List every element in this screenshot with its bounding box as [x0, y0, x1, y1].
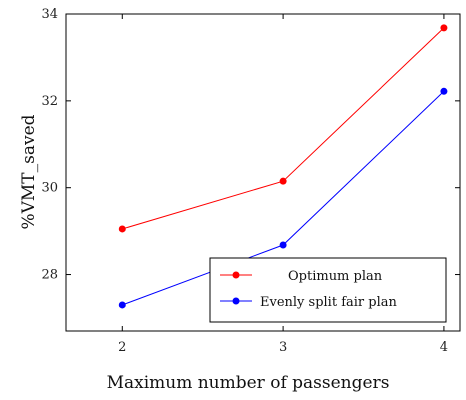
series-group: [118, 24, 448, 309]
plot-frame: [65, 13, 461, 332]
data-point: [279, 241, 287, 249]
x-tick-label: 3: [279, 340, 287, 355]
data-point: [440, 24, 448, 32]
y-tick-label: 32: [41, 94, 58, 109]
data-point: [118, 301, 126, 309]
x-tick-label: 2: [118, 340, 126, 355]
legend-marker-fair: [232, 297, 240, 305]
x-axis-label: Maximum number of passengers: [107, 373, 390, 393]
legend-label-optimum: Optimum plan: [288, 269, 383, 284]
legend: Optimum plan Evenly split fair plan: [209, 257, 447, 323]
data-point: [118, 225, 126, 233]
legend-box: [209, 257, 447, 323]
x-tick-label: 4: [440, 340, 448, 355]
data-point: [279, 177, 287, 185]
y-axis-label: %VMT_saved: [19, 114, 39, 229]
y-tick-label: 34: [41, 7, 58, 22]
y-tick-label: 30: [41, 181, 58, 196]
data-point: [440, 87, 448, 95]
legend-marker-optimum: [232, 271, 240, 279]
series-line-0: [122, 27, 445, 230]
legend-label-fair: Evenly split fair plan: [260, 295, 397, 310]
y-tick-label: 28: [41, 268, 58, 283]
